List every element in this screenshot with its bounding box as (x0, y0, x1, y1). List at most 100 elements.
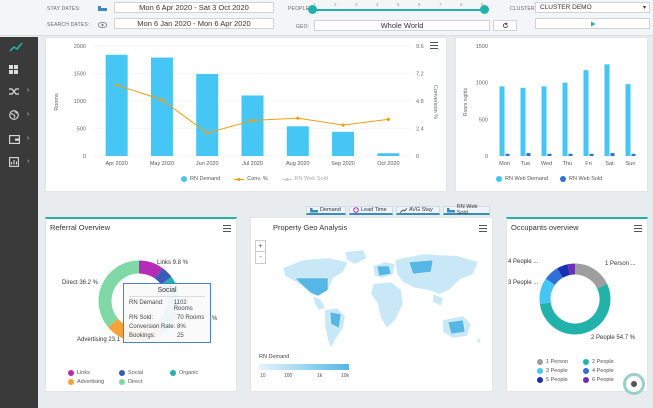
stay-dates-label: STAY DATES: (47, 6, 81, 12)
legend-marker (583, 377, 589, 383)
chart-legend: RN Demand Conv. % RN Web Sold (181, 176, 328, 182)
play-icon (590, 21, 595, 26)
tooltip-row: Conversion Rate: 8% (129, 324, 205, 330)
x-tick-label: Tue (521, 161, 530, 167)
stay-dates-field[interactable]: Mon 6 Apr 2020 - Sat 3 Oct 2020 (114, 2, 274, 13)
x-tick-label: Oct 2020 (377, 161, 399, 167)
legend-item-links[interactable]: Links (68, 370, 112, 376)
refresh-button[interactable] (493, 20, 517, 31)
scale-tick-1k: 1k (317, 373, 323, 379)
legend-label-rn-web-demand[interactable]: RN Web Demand (505, 176, 548, 182)
search-dates-field[interactable]: Mon 6 Jan 2020 - Mon 6 Apr 2020 (114, 18, 274, 29)
occupants-overview-card: Occupants overview 1 Person ... 4 People… (506, 217, 648, 395)
legend-item-4-people[interactable]: 4 People (583, 368, 614, 374)
sidebar-item-dashboard[interactable] (0, 59, 38, 79)
eye-icon (96, 19, 108, 30)
tooltip-key: RN Sold: (129, 315, 154, 321)
x-tick-label: Aug 2020 (286, 161, 310, 167)
people-slider-track[interactable] (312, 9, 484, 11)
bar-rn-demand (105, 54, 128, 156)
sidebar-item-reports[interactable]: › (0, 152, 38, 172)
zoom-in-button[interactable]: + (256, 241, 265, 252)
tooltip-value: 8% (177, 324, 186, 330)
weekday-demand-chart: 0 500 1000 1500 Room nights Mon Tue Wed Thu Fri Sa… (463, 44, 636, 167)
slice-links (138, 260, 163, 279)
sidebar-item-geo[interactable]: › (0, 105, 38, 125)
legend-label-conv[interactable]: Conv. % (247, 176, 268, 182)
chevron-right-icon: › (27, 158, 30, 165)
tab-lead-time[interactable]: Lead Time (349, 206, 393, 215)
legend-item-social[interactable]: Social (119, 370, 143, 376)
y-tick-label: 1000 (74, 99, 86, 105)
x-tick-label: Sun (626, 161, 636, 167)
people-slider-min-handle[interactable] (308, 5, 317, 14)
help-badge-icon[interactable] (623, 373, 645, 395)
tab-demand[interactable]: Demand (306, 206, 346, 215)
bar-rn-web-demand (541, 86, 547, 156)
bar-rn-web-sold (568, 153, 573, 156)
legend-marker-conv (234, 177, 245, 181)
people-tick: 2 (334, 2, 337, 7)
y-tick-label: 1000 (476, 81, 488, 87)
legend-label: 1 Person (546, 359, 569, 365)
sidebar-item-flows[interactable]: › (0, 81, 38, 101)
tab-avg-stay[interactable]: AVG Stay (396, 206, 440, 215)
legend-label-rn-web-sold[interactable]: RN Web Sold (294, 176, 328, 182)
cluster-select-value: CLUSTER DEMO (540, 4, 592, 11)
legend-item-advertising[interactable]: Advertising (68, 379, 104, 385)
bed-icon (310, 207, 318, 212)
sidebar-item-trends[interactable] (0, 37, 38, 57)
tooltip-title: Social (129, 287, 205, 297)
legend-marker-rn-web-sold (560, 176, 566, 182)
hamburger-menu-icon[interactable] (430, 42, 438, 49)
hamburger-menu-icon[interactable] (634, 225, 642, 232)
refresh-clock-icon (353, 207, 359, 213)
donut-label-3-people: 3 People ... (508, 280, 539, 286)
y-tick-label: 1500 (476, 44, 488, 50)
bar-rn-demand (150, 57, 173, 156)
tooltip-key: RN Demand: (129, 300, 164, 306)
legend-label: 2 People (592, 359, 614, 365)
slice-5-people (557, 264, 571, 278)
geo-label: GEO: (296, 24, 310, 30)
legend-label-rn-demand[interactable]: RN Demand (190, 176, 221, 182)
tab-rn-web-sold[interactable]: RN Web Sold (443, 204, 490, 216)
y2-tick-label: 2.4 (416, 127, 424, 133)
sidebar-item-revenue[interactable]: › (0, 129, 38, 149)
hamburger-menu-icon[interactable] (479, 225, 487, 232)
legend-marker (170, 370, 176, 376)
monthly-demand-card: 0 500 1000 1500 2000 0 2.4 4.8 7.2 9.6 Rooms Conver… (45, 37, 447, 192)
legend-marker-rn-demand (181, 176, 187, 182)
x-tick-label: Jul 2020 (242, 161, 263, 167)
scale-tick-10k: 10k (341, 373, 350, 379)
people-tick: 8 (460, 2, 463, 7)
legend-label: 5 People (546, 377, 568, 383)
legend-item-2-people[interactable]: 2 People (583, 359, 614, 365)
legend-item-direct[interactable]: Direct (119, 379, 142, 385)
donut-label-4-people: 4 People ... (508, 259, 539, 265)
legend-label: 3 People (546, 368, 568, 374)
legend-item-organic[interactable]: Organic (170, 370, 198, 376)
x-tick-label: Sat (605, 161, 614, 167)
point-conv (296, 116, 300, 120)
x-tick-label: Jun 2020 (196, 161, 219, 167)
occupants-title: Occupants overview (511, 223, 579, 232)
people-slider-max-handle[interactable] (480, 5, 489, 14)
slice-1-person (574, 263, 608, 289)
donut-label-direct: Direct 36.2 % (62, 280, 99, 286)
y-tick-label: 0 (83, 154, 86, 160)
legend-item-1-person[interactable]: 1 Person (537, 359, 568, 365)
hamburger-menu-icon[interactable] (223, 225, 231, 232)
cluster-select[interactable]: CLUSTER DEMO ▾ (535, 2, 650, 13)
legend-label-weekday-rn-web-sold[interactable]: RN Web Sold (569, 176, 603, 182)
point-conv (205, 131, 209, 135)
geo-field[interactable]: Whole World (314, 20, 490, 31)
legend-item-3-people[interactable]: 3 People (537, 368, 568, 374)
legend-item-5-people[interactable]: 5 People (537, 377, 568, 383)
legend-item-6-people[interactable]: 6 People (583, 377, 614, 383)
zoom-out-button[interactable]: - (259, 254, 262, 261)
slice-4-people (545, 268, 564, 286)
world-map[interactable] (273, 248, 488, 358)
chart-box-icon (9, 157, 19, 167)
apply-button[interactable] (535, 18, 650, 29)
